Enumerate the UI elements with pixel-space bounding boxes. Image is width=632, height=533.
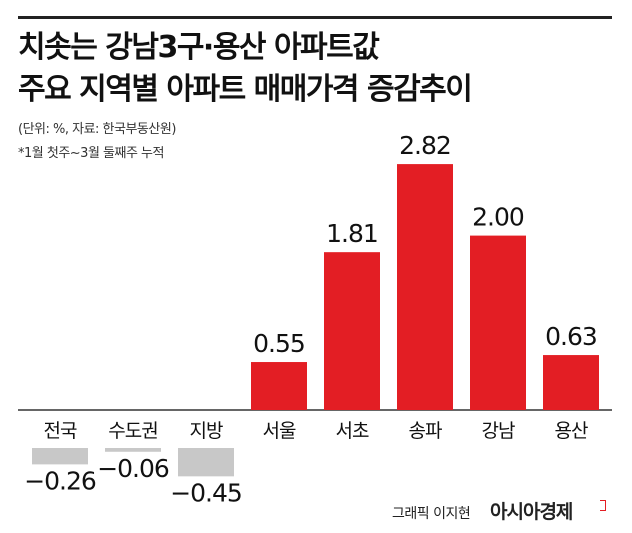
category-label-7: 용산 bbox=[555, 420, 588, 442]
bar-1 bbox=[105, 448, 161, 452]
bar-4 bbox=[324, 252, 380, 410]
category-label-1: 수도권 bbox=[108, 420, 157, 442]
category-label-6: 강남 bbox=[482, 420, 515, 442]
data-label-2: −0.45 bbox=[170, 478, 242, 507]
bar-5 bbox=[397, 164, 453, 410]
data-label-1: −0.06 bbox=[97, 454, 169, 483]
data-label-0: −0.26 bbox=[24, 466, 96, 495]
top-rule bbox=[18, 16, 612, 19]
category-label-0: 전국 bbox=[44, 420, 77, 442]
data-label-6: 2.00 bbox=[472, 203, 524, 232]
category-label-2: 지방 bbox=[190, 420, 223, 442]
chart-title-line1: 치솟는 강남3구·용산 아파트값 bbox=[18, 30, 380, 65]
data-label-4: 1.81 bbox=[326, 219, 378, 248]
chart-title-line2: 주요 지역별 아파트 매매가격 증감추이 bbox=[18, 72, 473, 107]
unit-source-note: (단위: %, 자료: 한국부동산원) bbox=[18, 122, 176, 137]
category-label-4: 서초 bbox=[336, 420, 369, 442]
category-label-5: 송파 bbox=[409, 420, 442, 442]
bar-6 bbox=[470, 235, 526, 410]
data-label-5: 2.82 bbox=[399, 131, 451, 160]
publisher-logo: 아시아경제 bbox=[490, 501, 573, 523]
data-label-7: 0.63 bbox=[545, 322, 597, 351]
bar-7 bbox=[543, 355, 599, 410]
category-label-3: 서울 bbox=[263, 420, 296, 442]
bar-0 bbox=[32, 448, 88, 465]
bar-2 bbox=[178, 448, 234, 477]
logo-mark-icon bbox=[600, 500, 606, 511]
bar-3 bbox=[251, 362, 307, 410]
period-note: *1월 첫주~3월 둘째주 누적 bbox=[18, 146, 164, 161]
graphic-credit: 그래픽 이지현 bbox=[392, 506, 471, 522]
data-label-3: 0.55 bbox=[253, 329, 305, 358]
